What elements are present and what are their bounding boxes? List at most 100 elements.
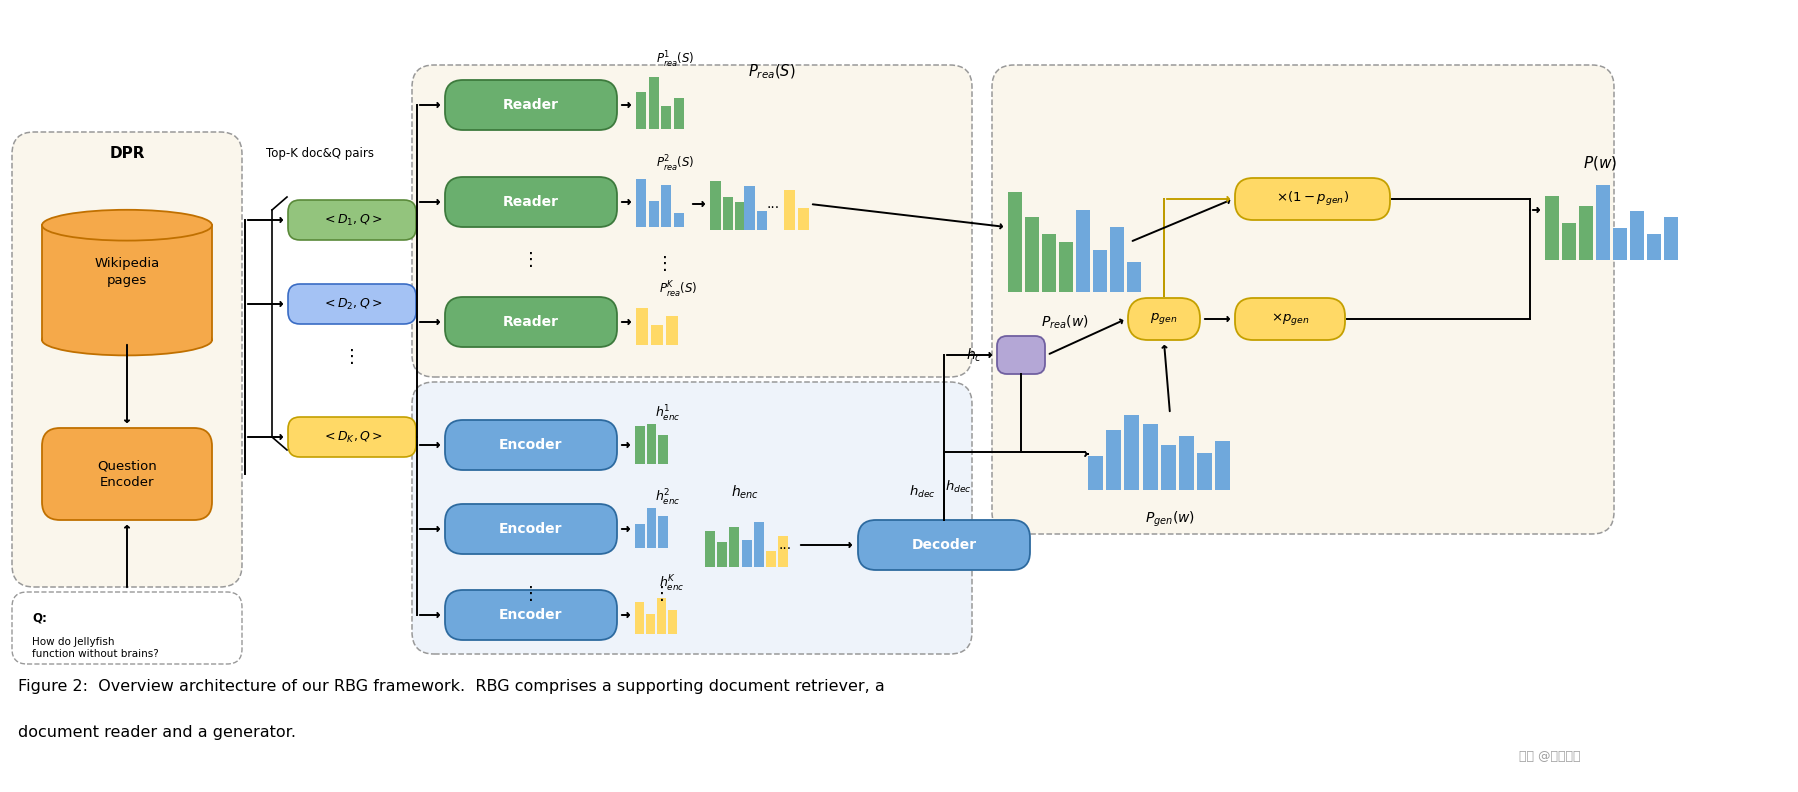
Text: Reader: Reader (503, 195, 559, 209)
Text: $h_c$: $h_c$ (966, 346, 982, 364)
FancyBboxPatch shape (13, 132, 243, 587)
Text: ⋮: ⋮ (521, 585, 539, 603)
Text: Reader: Reader (503, 98, 559, 112)
Text: Wikipedia
pages: Wikipedia pages (93, 257, 160, 287)
Text: $p_{gen}$: $p_{gen}$ (1151, 311, 1178, 326)
Bar (798, 208, 809, 230)
Text: ...: ... (779, 538, 791, 552)
Bar (1025, 217, 1039, 292)
Bar (636, 92, 645, 129)
Text: Reader: Reader (503, 315, 559, 329)
Text: Figure 2:  Overview architecture of our RBG framework.  RBG comprises a supporti: Figure 2: Overview architecture of our R… (18, 680, 885, 695)
FancyBboxPatch shape (1235, 178, 1390, 220)
Text: Decoder: Decoder (912, 538, 976, 552)
Text: $h_{enc}$: $h_{enc}$ (732, 483, 759, 501)
Text: $P(w)$: $P(w)$ (1582, 154, 1616, 172)
Bar (656, 598, 665, 634)
Bar (645, 614, 654, 634)
Bar (705, 531, 716, 567)
Text: $P_{rea}(w)$: $P_{rea}(w)$ (1041, 314, 1090, 331)
FancyBboxPatch shape (41, 428, 212, 520)
FancyBboxPatch shape (998, 336, 1045, 374)
Bar (1009, 192, 1021, 292)
Ellipse shape (41, 325, 212, 356)
Bar (658, 435, 667, 464)
Bar (635, 426, 644, 464)
Bar (1162, 445, 1176, 490)
Bar (735, 203, 746, 230)
Bar (1127, 262, 1142, 292)
Bar (674, 212, 683, 227)
Bar (744, 186, 755, 230)
Bar (649, 200, 658, 227)
Text: Question
Encoder: Question Encoder (97, 459, 156, 489)
Bar (1124, 415, 1140, 490)
Text: $h_{dec}$: $h_{dec}$ (944, 479, 971, 495)
Bar (41, 225, 212, 340)
Text: $P_{gen}(w)$: $P_{gen}(w)$ (1145, 510, 1196, 529)
Text: 知乎 @汤圆先生: 知乎 @汤圆先生 (1519, 751, 1580, 763)
Bar (647, 424, 656, 464)
Bar (43, 227, 210, 339)
Bar (1215, 441, 1230, 490)
Text: DPR: DPR (110, 147, 146, 162)
Text: $P_{rea}^{1}(S)$: $P_{rea}^{1}(S)$ (656, 50, 694, 70)
Text: $< D_K, Q >$: $< D_K, Q >$ (322, 429, 383, 444)
Bar (658, 516, 667, 548)
FancyBboxPatch shape (412, 382, 973, 654)
Bar (717, 543, 726, 567)
Bar (1106, 430, 1122, 490)
Bar (662, 105, 671, 129)
Bar (665, 316, 678, 345)
Bar (636, 179, 645, 227)
FancyBboxPatch shape (13, 592, 243, 664)
Bar (1088, 456, 1102, 490)
FancyBboxPatch shape (444, 177, 617, 227)
Text: ⋮: ⋮ (653, 585, 671, 603)
Ellipse shape (41, 210, 212, 241)
Bar (710, 181, 721, 230)
Text: $< D_2, Q >$: $< D_2, Q >$ (322, 296, 383, 311)
Text: $h_{enc}^{1}$: $h_{enc}^{1}$ (654, 404, 681, 424)
FancyBboxPatch shape (412, 65, 973, 377)
Bar (1059, 242, 1073, 292)
Text: $\times p_{gen}$: $\times p_{gen}$ (1271, 311, 1309, 327)
FancyBboxPatch shape (444, 80, 617, 130)
Bar (1544, 196, 1559, 260)
FancyBboxPatch shape (858, 520, 1030, 570)
Text: Q:: Q: (32, 611, 47, 625)
FancyBboxPatch shape (992, 65, 1615, 534)
Text: $P_{rea}^{2}(S)$: $P_{rea}^{2}(S)$ (656, 154, 694, 174)
Bar (635, 524, 644, 548)
Bar (1613, 229, 1627, 260)
Bar (647, 508, 656, 548)
Bar (784, 190, 795, 230)
Bar (1631, 211, 1643, 260)
Bar (757, 211, 768, 230)
Bar (1179, 436, 1194, 490)
Text: $h_{enc}^{2}$: $h_{enc}^{2}$ (654, 488, 681, 508)
Bar (753, 522, 764, 567)
Bar (1579, 206, 1593, 260)
Bar (779, 535, 788, 567)
Text: Encoder: Encoder (500, 522, 563, 536)
Text: $P_{rea}^{K}(S)$: $P_{rea}^{K}(S)$ (658, 280, 698, 300)
Text: ⋮: ⋮ (343, 348, 361, 366)
FancyBboxPatch shape (1235, 298, 1345, 340)
Bar (1109, 227, 1124, 292)
FancyBboxPatch shape (1127, 298, 1199, 340)
Bar (649, 77, 658, 129)
Text: $\times(1-p_{gen})$: $\times(1-p_{gen})$ (1277, 190, 1348, 208)
FancyBboxPatch shape (288, 417, 415, 457)
Bar (662, 185, 671, 227)
FancyBboxPatch shape (444, 504, 617, 554)
Text: ⋮: ⋮ (521, 251, 539, 269)
Bar (1597, 185, 1609, 260)
Bar (766, 551, 777, 567)
Bar (1075, 210, 1090, 292)
Text: $h_{dec}$: $h_{dec}$ (908, 484, 935, 500)
Text: Encoder: Encoder (500, 438, 563, 452)
Text: Encoder: Encoder (500, 608, 563, 622)
Bar (741, 540, 752, 567)
FancyBboxPatch shape (444, 297, 617, 347)
